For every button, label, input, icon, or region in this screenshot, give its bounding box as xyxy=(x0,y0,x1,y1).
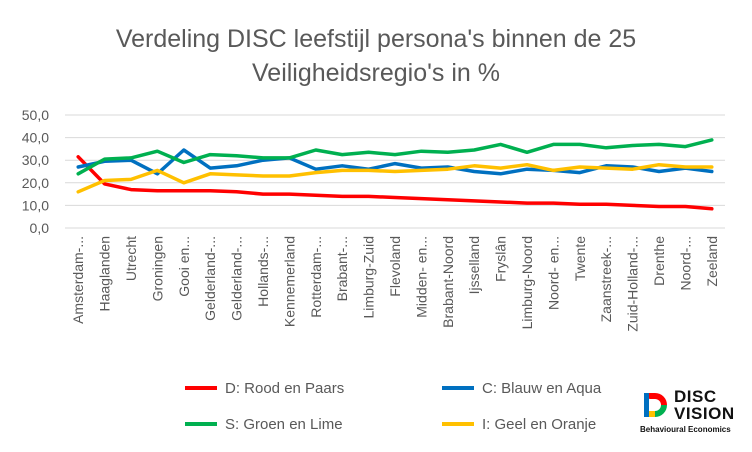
x-tick-label: Limburg-Zuid xyxy=(361,236,377,318)
series-line xyxy=(76,155,714,211)
x-tick-label: Gelderland-... xyxy=(229,236,245,321)
series-line xyxy=(76,148,714,176)
x-tick-label: Flevoland xyxy=(387,236,403,297)
logo-tagline: Behavioural Economics xyxy=(640,425,731,434)
legend-label: I: Geel en Oranje xyxy=(482,416,596,433)
x-tick-label: Twente xyxy=(572,236,588,281)
x-tick-label: Hollands-... xyxy=(255,236,271,307)
x-tick-label: Ijsselland xyxy=(466,236,482,294)
disc-logo-icon xyxy=(644,393,667,417)
x-tick-label: Limburg-Noord xyxy=(519,236,535,329)
x-tick-label: Zaanstreek-... xyxy=(598,236,614,322)
x-tick-label: Zeeland xyxy=(704,236,720,287)
x-tick-label: Utrecht xyxy=(123,236,139,281)
series-line xyxy=(76,162,714,194)
logo-text-vision: VISION xyxy=(674,404,735,423)
series-lines xyxy=(76,138,714,211)
legend-label: D: Rood en Paars xyxy=(225,380,344,397)
y-tick-label: 10,0 xyxy=(22,197,49,213)
legend-label: C: Blauw en Aqua xyxy=(482,380,602,397)
x-tick-label: Gooi en... xyxy=(176,236,192,297)
x-tick-label: Midden- en... xyxy=(413,236,429,318)
logo-text-disc: DISC xyxy=(674,387,717,406)
y-axis-tick-labels: 0,0 10,0 20,0 30,0 40,0 50,0 xyxy=(22,107,49,236)
y-tick-label: 30,0 xyxy=(22,152,49,168)
x-tick-label: Gelderland-... xyxy=(202,236,218,321)
disc-vision-logo: DISC VISION Behavioural Economics xyxy=(640,388,744,444)
x-tick-label: Rotterdam-... xyxy=(308,236,324,318)
y-tick-label: 50,0 xyxy=(22,107,49,123)
x-tick-label: Noord-... xyxy=(677,236,693,290)
x-tick-label: Amsterdam-... xyxy=(70,236,86,324)
x-tick-label: Noord- en... xyxy=(545,236,561,310)
y-tick-label: 40,0 xyxy=(22,130,49,146)
legend: D: Rood en Paars C: Blauw en Aqua S: Groen… xyxy=(185,380,602,433)
y-tick-label: 0,0 xyxy=(30,220,50,236)
series-line xyxy=(76,138,714,176)
x-tick-label: Zuid-Holland-... xyxy=(625,236,641,332)
x-tick-label: Kennemerland xyxy=(281,236,297,327)
legend-label: S: Groen en Lime xyxy=(225,416,343,433)
x-tick-label: Drenthe xyxy=(651,236,667,286)
x-tick-label: Brabant-... xyxy=(334,236,350,301)
y-tick-label: 20,0 xyxy=(22,175,49,191)
chart-title-line-1: Verdeling DISC leefstijl persona's binne… xyxy=(116,25,636,53)
x-tick-label: Groningen xyxy=(149,236,165,301)
x-tick-label: Fryslân xyxy=(493,236,509,282)
chart-title-line-2: Veiligheidsregio's in % xyxy=(252,59,500,87)
x-tick-label: Brabant-Noord xyxy=(440,236,456,328)
x-tick-label: Haaglanden xyxy=(97,236,113,312)
x-axis-tick-labels: Amsterdam-... Haaglanden Utrecht Groningen G… xyxy=(70,236,720,332)
